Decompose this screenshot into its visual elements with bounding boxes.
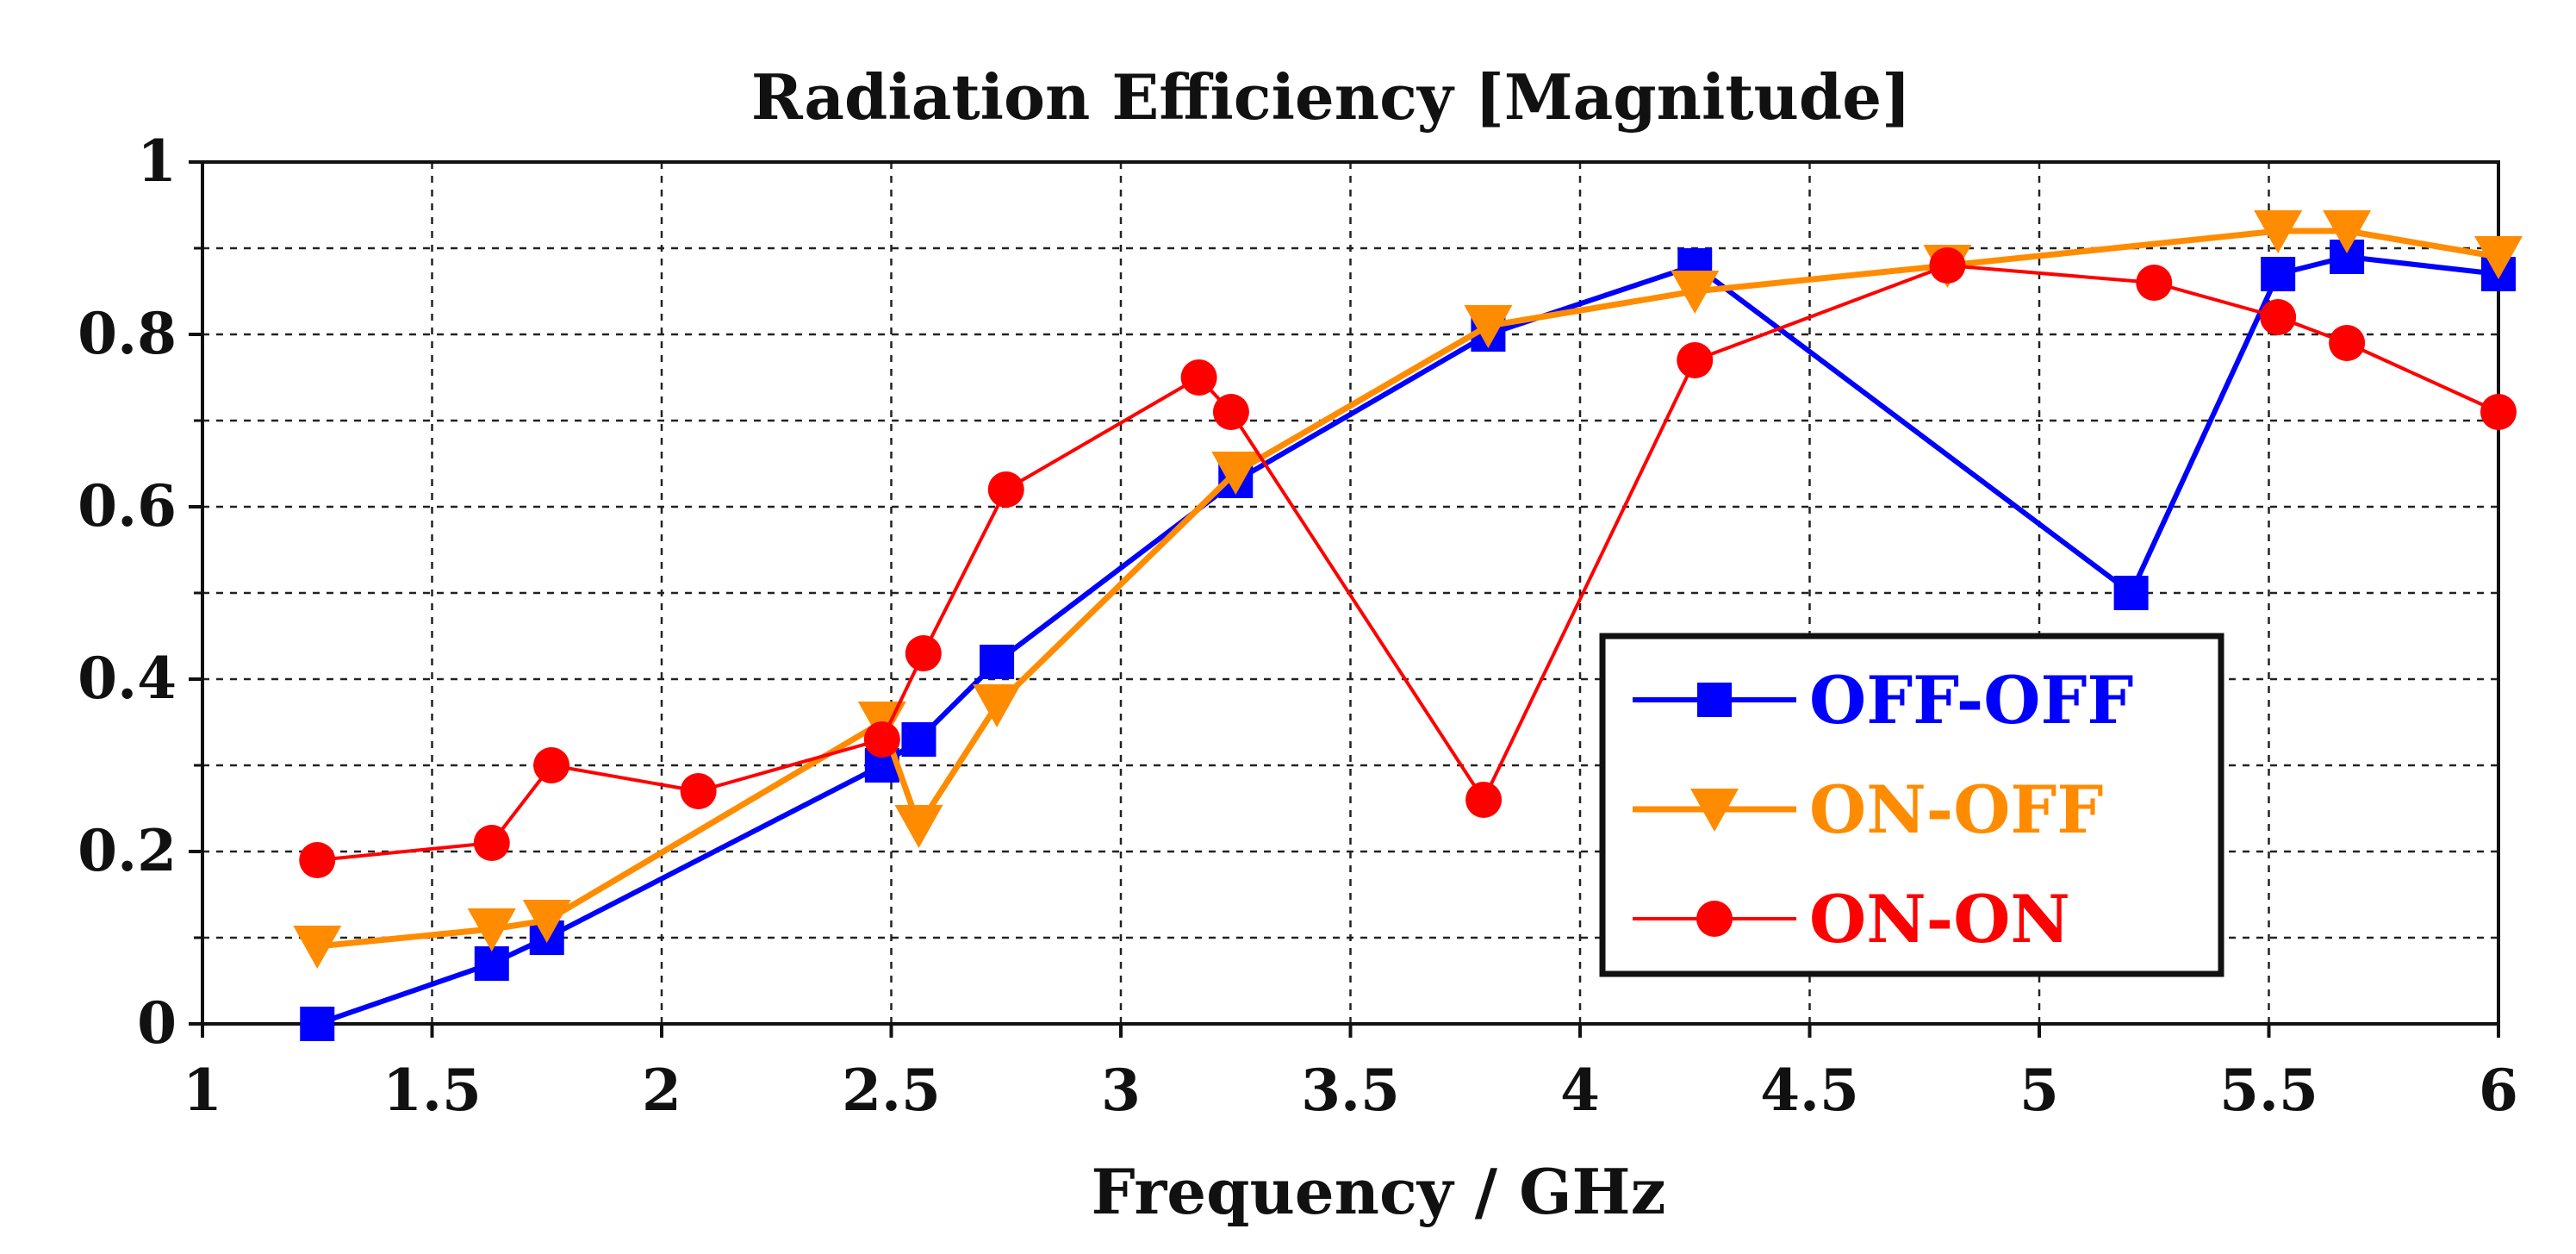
data-point bbox=[1465, 782, 1503, 818]
data-point bbox=[863, 721, 900, 758]
data-point bbox=[2261, 257, 2296, 291]
data-point bbox=[2136, 265, 2173, 301]
data-point bbox=[1464, 305, 1513, 348]
y-tick-label: 0.2 bbox=[78, 817, 177, 884]
x-tick-label: 6 bbox=[2479, 1057, 2518, 1124]
data-point bbox=[973, 684, 1022, 727]
legend-item-on-off: ON-OFF bbox=[1633, 771, 2103, 848]
legend-marker bbox=[1697, 683, 1732, 717]
data-point bbox=[680, 773, 717, 809]
legend-label: ON-ON bbox=[1809, 881, 2070, 958]
legend-item-off-off: OFF-OFF bbox=[1633, 662, 2133, 739]
data-point bbox=[1677, 342, 1714, 378]
x-axis-label: Frequency / GHz bbox=[1092, 1155, 1666, 1228]
y-tick-label: 0 bbox=[137, 989, 177, 1057]
data-point bbox=[2480, 394, 2517, 430]
data-point bbox=[1212, 394, 1249, 430]
data-point bbox=[293, 926, 342, 969]
data-point bbox=[2323, 210, 2372, 253]
y-tick-label: 1 bbox=[137, 128, 177, 195]
y-tick-label: 0.8 bbox=[78, 300, 177, 367]
series-layer bbox=[293, 210, 2523, 1041]
data-point bbox=[2254, 210, 2303, 253]
legend: OFF-OFF ON-OFF ON-ON bbox=[1599, 633, 2224, 977]
x-tick-label: 5 bbox=[2019, 1057, 2059, 1124]
x-tick-label: 3.5 bbox=[1301, 1057, 1400, 1124]
data-point bbox=[980, 645, 1015, 679]
y-axis: 0 0.2 0.4 0.6 0.8 1 bbox=[78, 128, 202, 1057]
legend-label: OFF-OFF bbox=[1809, 662, 2133, 739]
x-tick-label: 2 bbox=[642, 1057, 681, 1124]
chart-title: Radiation Efficiency [Magnitude] bbox=[751, 60, 1911, 134]
data-point bbox=[300, 1007, 335, 1041]
y-tick-label: 0.4 bbox=[78, 645, 177, 712]
series-on-off bbox=[293, 210, 2523, 969]
x-axis: 1 1.5 2 2.5 3 3.5 4 4.5 5 5.5 6 bbox=[183, 1024, 2518, 1124]
x-tick-label: 5.5 bbox=[2219, 1057, 2318, 1124]
data-point bbox=[1180, 359, 1217, 396]
legend-label: ON-OFF bbox=[1809, 771, 2103, 848]
series-on-on bbox=[299, 247, 2517, 878]
x-tick-label: 1.5 bbox=[383, 1057, 482, 1124]
legend-marker bbox=[1690, 789, 1739, 832]
x-tick-label: 3 bbox=[1101, 1057, 1141, 1124]
legend-item-on-on: ON-ON bbox=[1633, 881, 2070, 958]
x-tick-label: 1 bbox=[183, 1057, 222, 1124]
data-point bbox=[467, 908, 516, 951]
data-point bbox=[533, 747, 570, 783]
data-point bbox=[1671, 271, 1720, 314]
data-point bbox=[2113, 576, 2149, 610]
data-point bbox=[2260, 299, 2297, 335]
x-tick-label: 2.5 bbox=[842, 1057, 941, 1124]
x-tick-label: 4.5 bbox=[1760, 1057, 1859, 1124]
data-point bbox=[522, 900, 571, 943]
data-point bbox=[1929, 247, 1966, 284]
data-point bbox=[299, 842, 336, 878]
data-point bbox=[905, 635, 942, 671]
series-line bbox=[317, 264, 2499, 862]
data-point bbox=[2329, 325, 2366, 361]
legend-marker bbox=[1696, 901, 1733, 937]
data-point bbox=[1211, 452, 1260, 495]
y-tick-label: 0.6 bbox=[78, 472, 177, 540]
data-point bbox=[987, 471, 1024, 508]
data-point bbox=[2474, 236, 2523, 279]
x-tick-label: 4 bbox=[1560, 1057, 1600, 1124]
data-point bbox=[901, 722, 936, 757]
data-point bbox=[474, 946, 509, 981]
data-point bbox=[894, 805, 943, 848]
data-point bbox=[473, 825, 510, 861]
